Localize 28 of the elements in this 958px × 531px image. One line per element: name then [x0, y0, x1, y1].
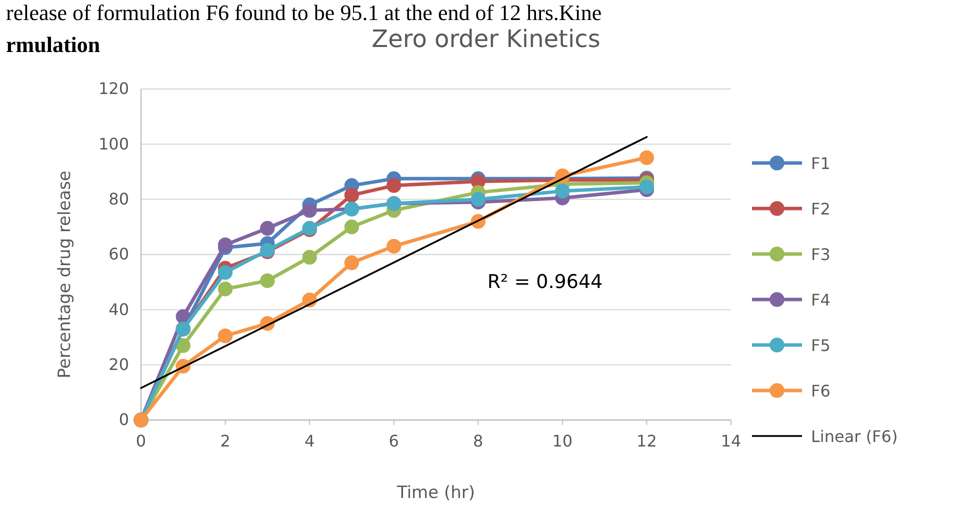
legend-label: Linear (F6): [811, 427, 898, 446]
y-axis-title: Percentage drug release: [55, 170, 75, 378]
x-tick-label: 2: [220, 431, 230, 450]
x-tick-label: 14: [720, 431, 742, 450]
y-tick-label: 120: [98, 79, 129, 98]
legend-label: F4: [811, 290, 830, 310]
x-axis-title: Time (hr): [396, 483, 476, 503]
y-tick-label: 0: [118, 410, 129, 430]
x-tick-label: 8: [473, 431, 484, 450]
x-tick-label: 10: [552, 431, 573, 450]
y-tick-label: 20: [108, 354, 129, 374]
x-tick-label: 4: [304, 431, 315, 450]
x-tick-label: 6: [388, 431, 399, 450]
y-tick-label: 60: [108, 244, 129, 264]
x-tick-label: 12: [636, 431, 657, 450]
legend-label: F3: [811, 245, 830, 264]
y-tick-label: 100: [98, 134, 129, 154]
text: rmulation: [6, 32, 100, 57]
legend-label: F6: [811, 382, 830, 400]
text: release of formulation F6 found to be 95.1 at the end of 12 hrs.Kine: [6, 0, 602, 25]
legend-label: F5: [811, 336, 830, 355]
annotation: R² = 0.9644: [487, 271, 603, 293]
legend-label: F1: [811, 154, 830, 173]
x-tick-label: 0: [136, 431, 146, 450]
y-tick-label: 40: [108, 300, 129, 319]
chart-title: Zero order Kinetics: [372, 25, 600, 53]
y-tick-label: 80: [108, 189, 129, 208]
legend-label: F2: [811, 200, 830, 218]
